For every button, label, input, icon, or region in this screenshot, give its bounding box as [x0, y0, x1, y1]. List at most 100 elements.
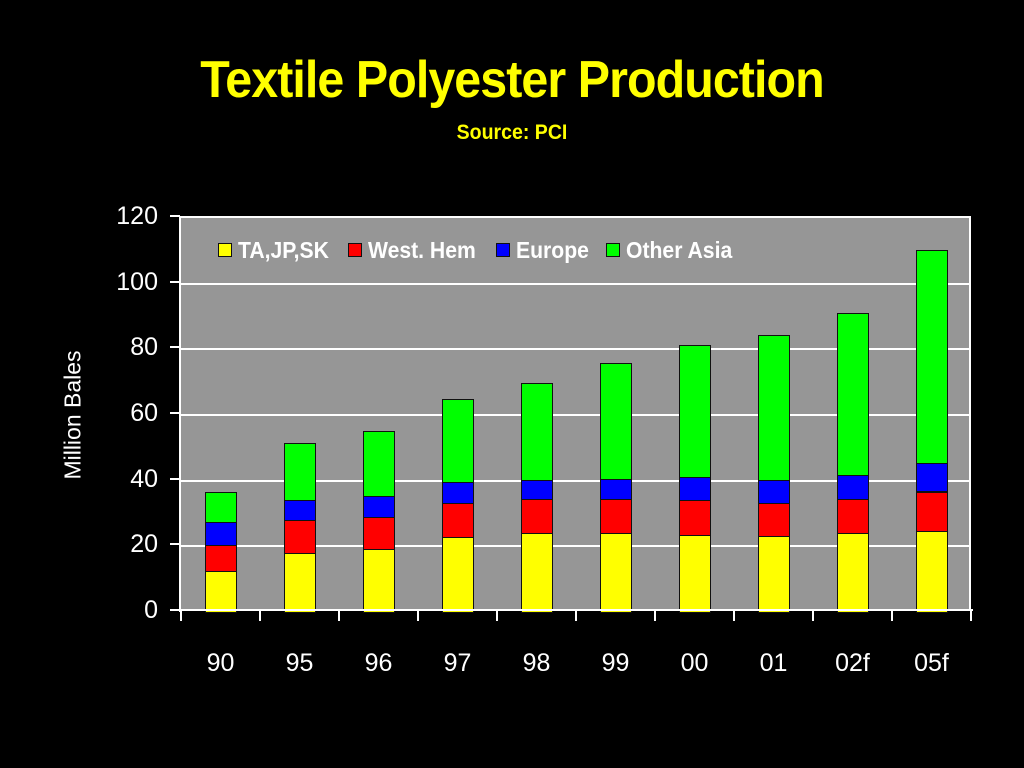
bar-segment: [520, 383, 553, 481]
bar-segment: [362, 516, 395, 550]
legend-label: Other Asia: [626, 236, 733, 263]
legend-item: Other Asia: [606, 237, 741, 264]
bar-segment: [441, 537, 474, 613]
bar-segment: [678, 477, 711, 502]
legend-swatch-icon: [218, 243, 232, 257]
y-tick: [170, 477, 180, 480]
bar-segment: [204, 545, 237, 573]
x-tick-label: 97: [443, 649, 472, 677]
gridline: [181, 479, 969, 482]
x-tick: [417, 611, 419, 621]
x-tick: [970, 611, 972, 621]
bar-segment: [520, 532, 553, 613]
x-tick: [338, 611, 340, 621]
y-tick-label: 100: [116, 267, 158, 296]
bar-segment: [836, 499, 869, 534]
bar-segment: [915, 530, 948, 613]
y-tick-label: 60: [130, 399, 158, 427]
x-tick: [180, 611, 182, 621]
bar-segment: [678, 534, 711, 613]
bar-segment: [283, 520, 316, 554]
bar-97: [441, 218, 474, 613]
plot-area: TA,JP,SK West. Hem Europe Other Asia: [181, 216, 971, 613]
bar-segment: [362, 431, 395, 497]
x-tick-label: 98: [522, 649, 551, 677]
y-tick: [170, 609, 180, 611]
bar-segment: [757, 334, 790, 481]
x-tick-label: 96: [364, 649, 393, 677]
y-tick-label: 0: [144, 596, 158, 624]
bar-98: [520, 218, 553, 613]
bar-segment: [599, 479, 632, 501]
chart-title: Textile Polyester Production: [200, 51, 824, 109]
bar-segment: [441, 502, 474, 539]
bar-segment: [836, 532, 869, 613]
bar-segment: [915, 249, 948, 464]
x-tick-label: 90: [206, 649, 235, 677]
bar-segment: [441, 398, 474, 483]
x-axis: [179, 609, 973, 611]
y-tick-label: 20: [130, 530, 158, 559]
x-tick: [259, 611, 261, 621]
legend-swatch-icon: [606, 243, 621, 257]
bar-segment: [283, 552, 316, 613]
y-tick: [170, 346, 180, 349]
x-tick: [654, 611, 656, 621]
x-tick-label: 00: [680, 649, 709, 677]
bar-05f: [915, 218, 948, 613]
gridline: [181, 545, 969, 548]
bar-segment: [362, 495, 395, 518]
bar-02f: [836, 218, 869, 613]
bar-segment: [520, 480, 553, 501]
bar-90: [204, 218, 237, 613]
legend-label: West. Hem: [367, 236, 476, 263]
bar-99: [599, 218, 632, 613]
bar-01: [757, 218, 790, 613]
bar-segment: [362, 548, 395, 613]
x-tick: [733, 611, 735, 621]
bar-segment: [520, 499, 553, 534]
bar-segment: [599, 532, 632, 613]
y-tick: [170, 215, 180, 217]
bar-95: [283, 218, 316, 613]
bar-segment: [678, 500, 711, 536]
bar-segment: [757, 536, 790, 613]
bar-segment: [836, 474, 869, 501]
bar-segment: [678, 344, 711, 479]
bar-segment: [915, 462, 948, 493]
bar-00: [678, 218, 711, 613]
y-tick-label: 40: [130, 464, 158, 493]
x-tick-label: 95: [285, 649, 314, 677]
bar-segment: [204, 492, 237, 524]
x-tick-label: 99: [601, 649, 630, 677]
bar-segment: [441, 481, 474, 504]
bar-segment: [599, 363, 632, 480]
bar-segment: [757, 502, 790, 538]
bar-segment: [283, 443, 316, 501]
bar-segment: [204, 571, 237, 613]
x-tick: [891, 611, 893, 621]
legend-item: TA,JP,SK: [218, 237, 337, 264]
bar-segment: [915, 491, 948, 532]
gridline: [181, 348, 969, 351]
legend-label: TA,JP,SK: [238, 236, 329, 263]
legend: TA,JP,SK West. Hem Europe Other Asia: [218, 235, 753, 265]
y-axis-label: Million Bales: [59, 350, 86, 480]
bar-segment: [204, 522, 237, 546]
legend-swatch-icon: [496, 243, 511, 257]
y-tick: [170, 412, 180, 414]
y-tick-label: 120: [116, 202, 158, 230]
bar-96: [362, 218, 395, 613]
legend-item: West. Hem: [347, 236, 485, 264]
chart-subtitle: Source: PCI: [456, 121, 568, 144]
y-tick: [170, 543, 180, 546]
y-tick: [170, 280, 180, 283]
legend-item: Europe: [496, 237, 595, 264]
x-tick-label: 02f: [835, 649, 870, 677]
bar-segment: [836, 313, 869, 476]
x-tick: [575, 611, 577, 621]
legend-label: Europe: [516, 236, 589, 263]
gridline: [181, 282, 969, 285]
x-tick: [496, 611, 498, 621]
bar-segment: [757, 480, 790, 504]
